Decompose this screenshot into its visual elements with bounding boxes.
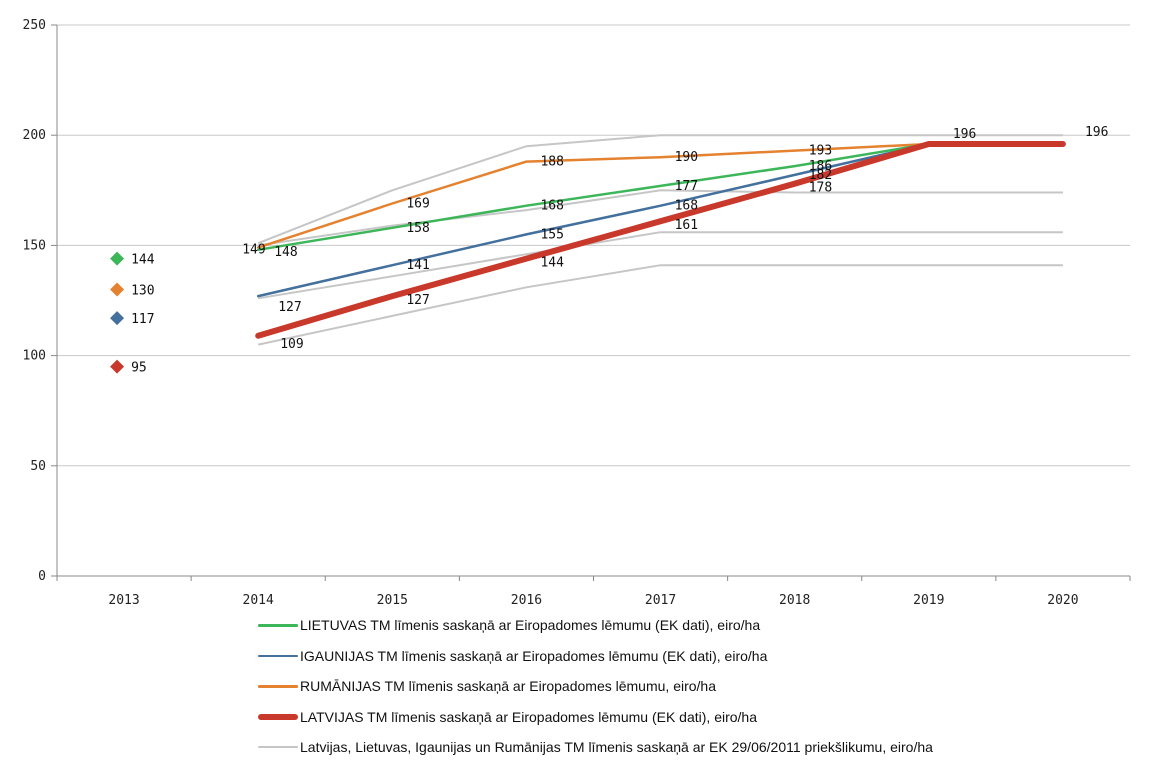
line-chart: 0 50 100 150 200 250 2013 2014 2015 2016 2017 2018 2… xyxy=(23,18,1131,608)
legend: LIETUVAS TM līmenis saskaņā ar Eiropadom… xyxy=(258,610,933,763)
marker-2013-ro xyxy=(110,282,125,297)
data-label-lv: 161 xyxy=(675,218,698,233)
marker-label-lt: 144 xyxy=(131,253,155,268)
legend-swatch-lt xyxy=(258,624,298,627)
legend-swatch-prop xyxy=(258,746,298,749)
y-tick-label: 250 xyxy=(23,18,46,33)
data-label-lt: 168 xyxy=(540,199,563,214)
marker-2013-lv xyxy=(110,359,125,374)
data-label-lv: 127 xyxy=(406,293,429,308)
x-tick-label: 2014 xyxy=(243,593,274,608)
series-line-prop-1 xyxy=(257,134,1063,245)
legend-swatch-ee xyxy=(258,654,298,657)
legend-item-ro: RUMĀNIJAS TM līmenis saskaņā ar Eiropado… xyxy=(258,671,933,702)
data-label-ee: 155 xyxy=(540,227,563,242)
legend-item-lt: LIETUVAS TM līmenis saskaņā ar Eiropadom… xyxy=(258,610,933,641)
data-label-lt: 158 xyxy=(406,221,429,236)
y-tick-label: 0 xyxy=(38,569,46,584)
legend-label-prop: Latvijas, Lietuvas, Igaunijas un Rumānij… xyxy=(300,739,933,756)
marker-2013-ee xyxy=(110,311,125,326)
legend-item-lv: LATVIJAS TM līmenis saskaņā ar Eiropadom… xyxy=(258,702,933,733)
data-label-ro: 149 xyxy=(242,243,265,258)
marker-2013-lt xyxy=(110,251,125,266)
data-label-ro: 188 xyxy=(540,155,563,170)
data-label-ro: 190 xyxy=(675,150,698,165)
data-label-ee: 182 xyxy=(809,168,832,183)
x-tick-label: 2018 xyxy=(779,593,810,608)
series-line-prop-3 xyxy=(258,231,1063,300)
data-label-lt: 177 xyxy=(675,179,698,194)
series-lines xyxy=(255,134,1066,346)
y-tick-label: 50 xyxy=(30,459,46,474)
x-tick-label: 2019 xyxy=(913,593,944,608)
x-tick-label: 2020 xyxy=(1047,593,1078,608)
marker-label-ro: 130 xyxy=(131,283,154,298)
series-line-lt xyxy=(256,142,1065,252)
legend-label-ee: IGAUNIJAS TM līmenis saskaņā ar Eiropado… xyxy=(300,647,768,664)
y-tick-label: 100 xyxy=(23,349,46,364)
legend-label-ro: RUMĀNIJAS TM līmenis saskaņā ar Eiropado… xyxy=(300,678,717,695)
markers-2013 xyxy=(110,251,125,374)
data-label-lt: 186 xyxy=(809,159,832,174)
data-label-lt: 148 xyxy=(274,245,297,260)
data-label-lv: 196 xyxy=(1085,125,1108,140)
legend-label-lv: LATVIJAS TM līmenis saskaņā ar Eiropadom… xyxy=(300,708,757,725)
data-label-lv: 109 xyxy=(280,337,303,352)
data-label-ro: 193 xyxy=(809,144,832,159)
data-label-ro: 169 xyxy=(406,197,429,212)
marker-label-ee: 117 xyxy=(131,312,154,327)
data-label-ee: 168 xyxy=(675,199,698,214)
data-label-ee: 127 xyxy=(278,300,301,315)
legend-label-lt: LIETUVAS TM līmenis saskaņā ar Eiropadom… xyxy=(300,617,761,634)
y-tick-label: 200 xyxy=(23,128,46,143)
legend-item-ee: IGAUNIJAS TM līmenis saskaņā ar Eiropado… xyxy=(258,641,933,672)
data-labels: 148 158 168 177 186 127 141 155 168 182 149 169 188 1… xyxy=(131,125,1108,376)
marker-label-lv: 95 xyxy=(131,361,147,376)
series-line-prop-2 xyxy=(258,189,1063,247)
x-tick-label: 2015 xyxy=(377,593,408,608)
x-tick-label: 2016 xyxy=(511,593,542,608)
legend-swatch-lv xyxy=(258,713,298,720)
legend-item-prop: Latvijas, Lietuvas, Igaunijas un Rumānij… xyxy=(258,732,933,763)
data-label-lv: 178 xyxy=(809,181,832,196)
axes: 0 50 100 150 200 250 2013 2014 2015 2016 2017 2018 2… xyxy=(23,18,1131,608)
series-line-lv xyxy=(255,141,1066,339)
data-label-lv: 144 xyxy=(540,256,564,271)
series-line-prop-4 xyxy=(257,264,1063,346)
data-label-ee: 141 xyxy=(406,258,429,273)
x-tick-label: 2017 xyxy=(645,593,676,608)
data-label-lv: 196 xyxy=(953,127,976,142)
legend-swatch-ro xyxy=(258,685,298,688)
gridlines xyxy=(57,24,1130,467)
y-tick-label: 150 xyxy=(23,238,46,253)
x-tick-label: 2013 xyxy=(108,593,139,608)
